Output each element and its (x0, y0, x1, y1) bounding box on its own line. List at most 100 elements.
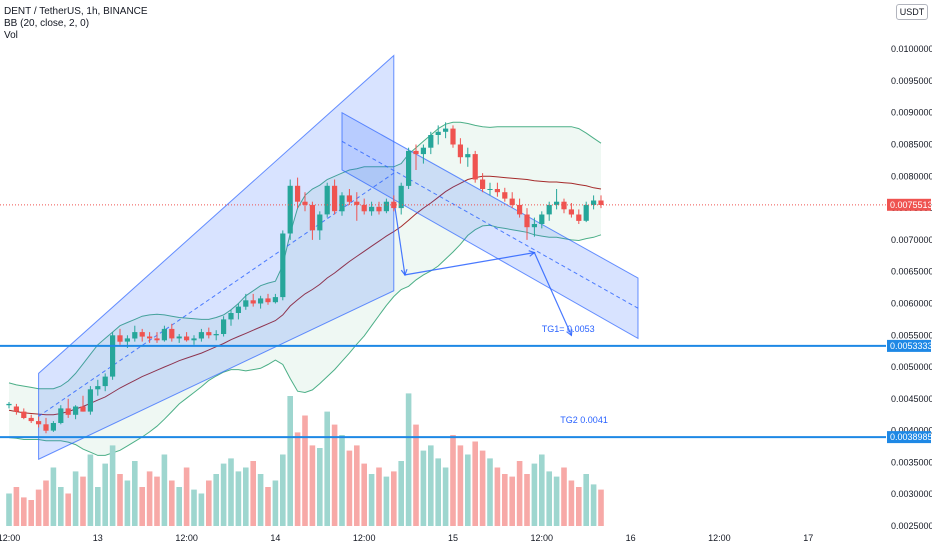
volume-bar (102, 463, 108, 526)
volume-bar (176, 487, 182, 526)
volume-bar (502, 474, 508, 526)
candle-body (228, 313, 234, 320)
candle-body (176, 336, 182, 339)
volume-bar (546, 471, 552, 526)
volume-bar (398, 461, 404, 526)
volume-bar (117, 474, 123, 526)
volume-bars (6, 393, 604, 526)
volume-indicator-label[interactable]: Vol (4, 30, 18, 41)
volume-bar (228, 458, 234, 526)
candle-body (139, 332, 145, 337)
time-tick-label: 15 (448, 533, 458, 543)
volume-bar (539, 454, 545, 526)
volume-bar (494, 467, 501, 526)
candle-body (154, 338, 160, 341)
price-tick-label: 0.0085000 (891, 140, 932, 150)
volume-bar (516, 461, 523, 526)
projection-arrow-head (566, 329, 573, 337)
candle-body (169, 328, 175, 339)
volume-bar (109, 445, 116, 526)
price-tick-label: 0.0055000 (891, 330, 932, 340)
volume-bar (294, 432, 301, 526)
volume-bar (154, 476, 160, 526)
candle-body (576, 214, 582, 221)
volume-bar (368, 474, 375, 526)
candle-body (80, 406, 86, 412)
volume-bar (509, 476, 515, 526)
time-tick-label: 16 (626, 533, 636, 543)
volume-bar (235, 471, 242, 526)
candle-body (354, 201, 360, 205)
bb-lower-line (8, 224, 602, 456)
target-price-text: 0.0053333 (890, 341, 932, 351)
volume-bar (354, 445, 360, 526)
bb-indicator-label[interactable]: BB (20, close, 2, 0) (4, 18, 90, 29)
candle-body (50, 423, 56, 431)
candle-body (598, 200, 604, 205)
volume-bar (598, 489, 604, 526)
candle-body (561, 201, 567, 210)
candle-body (295, 185, 301, 202)
volume-bar (58, 487, 64, 526)
price-tick-label: 0.0095000 (891, 76, 932, 86)
candle-body (450, 128, 456, 145)
candle-body (235, 306, 241, 313)
candle-body (132, 332, 138, 339)
volume-bar (95, 487, 101, 526)
bollinger-bands (8, 121, 602, 456)
target-price-box (887, 431, 931, 444)
candle-body (376, 206, 382, 212)
ascending-channel (38, 54, 395, 461)
candle-body (369, 206, 375, 212)
candle-body (568, 209, 574, 215)
volume-bar (6, 493, 12, 526)
candle-body (287, 185, 293, 234)
time-tick-label: 13 (93, 533, 103, 543)
candle-body (480, 179, 486, 189)
candle-body (324, 185, 330, 215)
candle-body (36, 421, 42, 425)
volume-bar (132, 461, 138, 526)
time-axis[interactable]: 12:00 13 12:00 14 12:00 15 12:00 16 12:00 17 (0, 533, 813, 543)
price-tick-label: 0.0050000 (891, 362, 932, 372)
candle-body (413, 150, 419, 155)
symbol-title[interactable]: DENT / TetherUS, 1h, BINANCE (4, 6, 148, 17)
time-tick-label: 17 (803, 533, 813, 543)
target-label: TG2 0.0041 (560, 415, 608, 425)
candle-body (243, 300, 249, 307)
currency-badge[interactable]: USDT (896, 4, 928, 20)
volume-bar (72, 471, 79, 526)
volume-bar (28, 500, 34, 526)
time-tick-label: 12:00 (175, 533, 198, 543)
price-tick-label: 0.0080000 (891, 171, 932, 181)
candle-body (383, 201, 389, 212)
price-tick-label: 0.0045000 (891, 394, 932, 404)
volume-bar (50, 467, 57, 526)
time-tick-label: 14 (270, 533, 280, 543)
volume-bar (21, 497, 27, 526)
price-tick-label: 0.0090000 (891, 108, 932, 118)
chart-legend: DENT / TetherUS, 1h, BINANCE BB (20, clo… (4, 6, 148, 42)
time-tick-label: 12:00 (531, 533, 554, 543)
candle-body (339, 195, 345, 212)
volume-bar (331, 424, 338, 526)
candle-body (346, 195, 352, 202)
candle-body (435, 131, 441, 135)
candlesticks (6, 122, 604, 434)
price-tick-label: 0.0025000 (891, 521, 932, 531)
price-axis[interactable]: 0.0100000 0.0095000 0.0090000 0.0085000 0.00… (887, 44, 932, 531)
candle-body (87, 389, 93, 412)
volume-bar (35, 489, 42, 526)
candle-body (302, 201, 308, 205)
volume-bar (309, 445, 316, 526)
volume-bar (457, 445, 464, 526)
price-tick-label: 0.0100000 (891, 44, 932, 54)
volume-bar (243, 467, 249, 526)
candle-body (250, 300, 256, 304)
candle-body (95, 386, 101, 390)
price-tick-label: 0.0035000 (891, 457, 932, 467)
volume-bar (43, 480, 49, 526)
volume-bar (317, 448, 323, 526)
price-tick-label: 0.0065000 (891, 267, 932, 277)
